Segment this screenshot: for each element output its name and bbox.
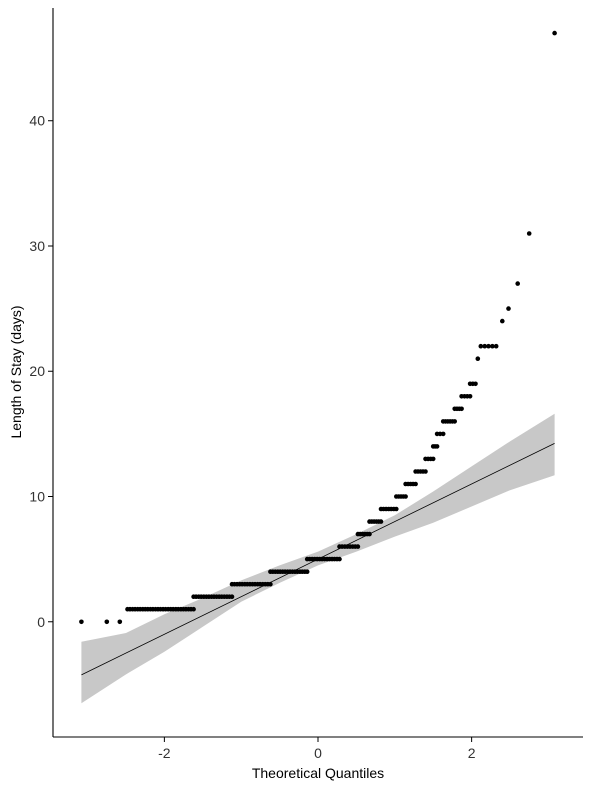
- data-point: [493, 343, 499, 349]
- data-point: [430, 456, 436, 462]
- data-point: [423, 469, 428, 474]
- data-point: [440, 431, 446, 437]
- y-tick-label: 0: [37, 614, 45, 630]
- data-point: [367, 531, 372, 537]
- data-point: [473, 381, 478, 387]
- y-tick-label: 10: [29, 489, 45, 505]
- data-point: [304, 569, 310, 574]
- x-axis-title: Theoretical Quantiles: [252, 765, 384, 781]
- data-point: [403, 494, 408, 499]
- data-point: [268, 581, 273, 587]
- data-point: [79, 619, 84, 625]
- data-point: [394, 506, 399, 512]
- data-point: [467, 394, 473, 399]
- data-point: [337, 556, 342, 562]
- data-point: [355, 544, 361, 549]
- y-axis-title: Length of Stay (days): [8, 305, 24, 438]
- x-tick-label: 2: [468, 745, 476, 761]
- data-point: [482, 343, 488, 349]
- data-point: [452, 419, 458, 424]
- data-point: [506, 306, 511, 311]
- x-tick-label: 0: [314, 745, 322, 761]
- data-point: [378, 519, 384, 524]
- y-tick-label: 20: [29, 363, 45, 379]
- y-tick-label: 40: [29, 113, 45, 129]
- data-point: [229, 594, 235, 599]
- data-point: [478, 343, 484, 349]
- data-point: [117, 619, 123, 625]
- data-point: [526, 231, 532, 236]
- data-point: [459, 406, 464, 412]
- data-point: [486, 343, 491, 349]
- data-point: [500, 318, 505, 324]
- data-point: [552, 30, 557, 36]
- data-points-layer: [79, 30, 557, 625]
- x-tick-label: -2: [158, 745, 171, 761]
- data-point: [434, 444, 440, 449]
- data-point: [515, 281, 520, 286]
- data-point: [475, 356, 481, 362]
- y-tick-label: 30: [29, 238, 45, 254]
- data-point: [191, 606, 196, 612]
- data-point: [104, 619, 110, 625]
- data-point: [490, 343, 495, 349]
- data-point: [413, 481, 418, 487]
